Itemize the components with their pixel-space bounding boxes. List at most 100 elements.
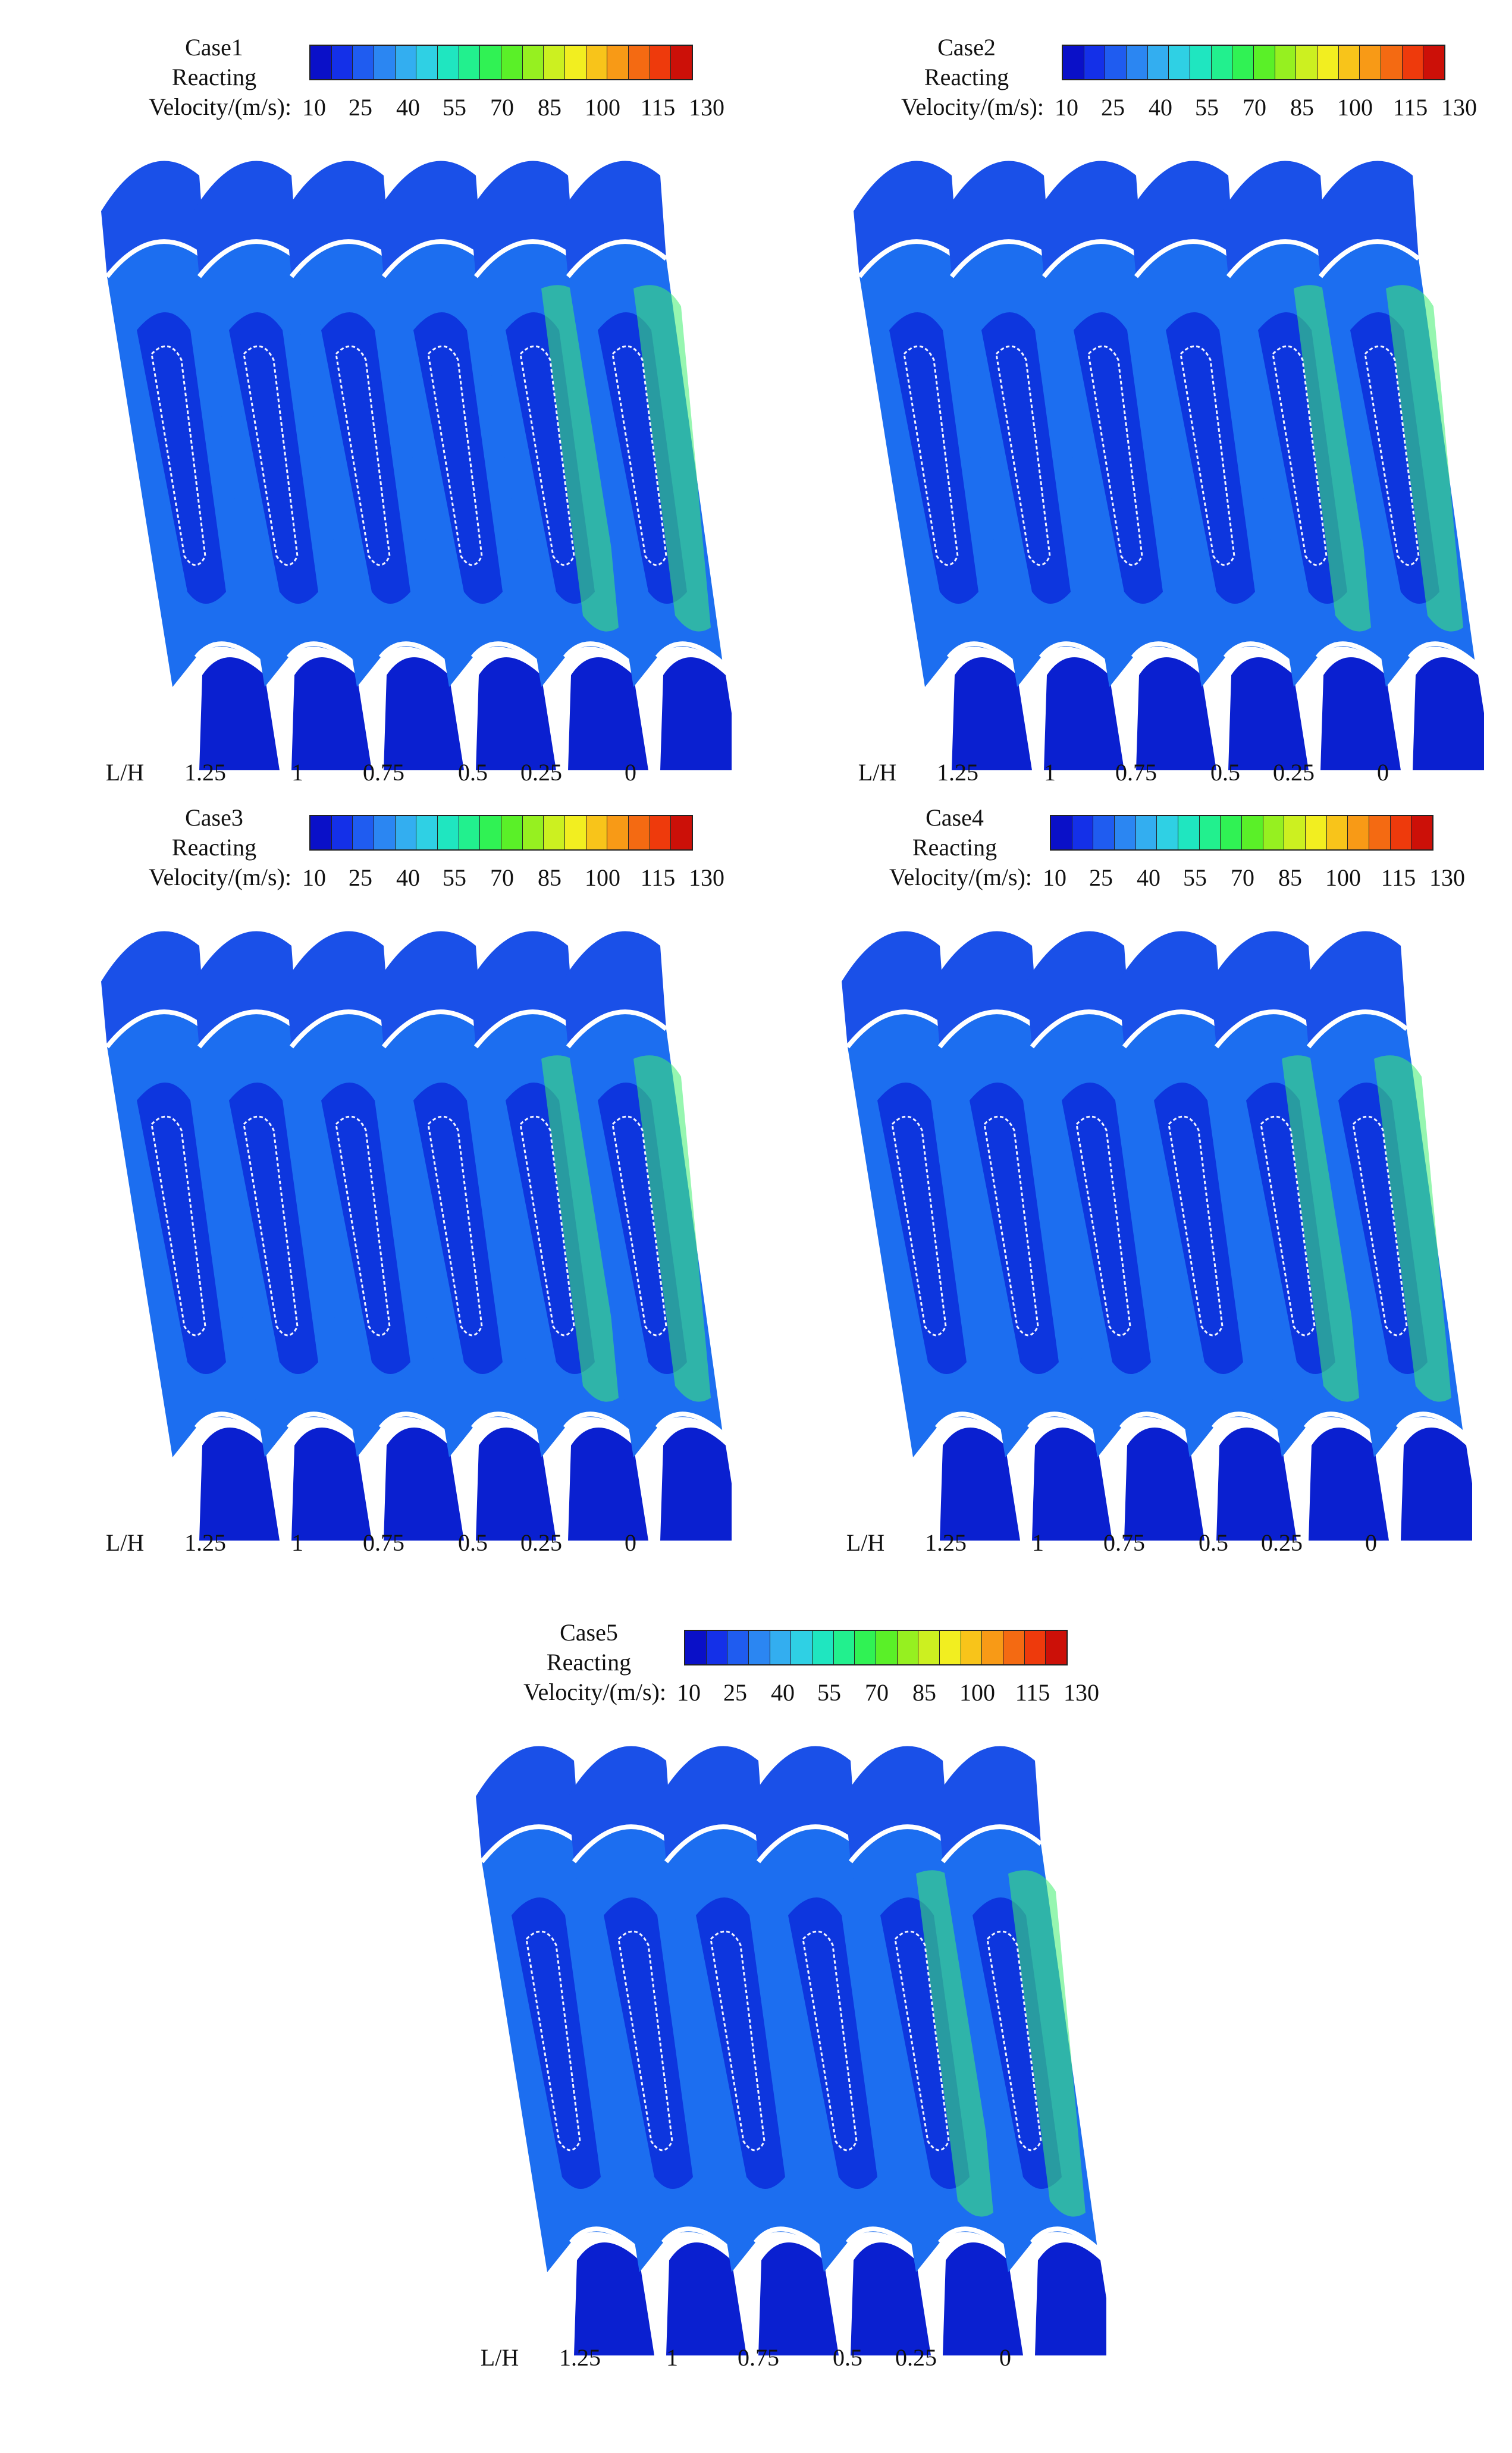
lower-flame-arc <box>1119 1411 1188 1436</box>
slice-5 <box>1210 931 1389 1541</box>
recirculation-contour <box>1087 345 1143 566</box>
colorbar-segment <box>1402 46 1424 79</box>
upper-flame-arc <box>664 1824 766 1864</box>
colorbar-segment <box>522 46 544 79</box>
lh-value-label: 1 <box>1032 1529 1044 1556</box>
lh-axis-label: L/H <box>858 759 897 786</box>
lh-axis-row: L/H 1.25 1 0.75 0.5 0.25 0 <box>818 1529 1472 1558</box>
slice-lower-region <box>666 2242 746 2355</box>
lh-axis-row: L/H 1.25 1 0.75 0.5 0.25 0 <box>77 1529 732 1558</box>
slice-upper-dome <box>470 931 574 1047</box>
upper-flame-arc <box>381 239 484 278</box>
lh-value-label: 0.25 <box>520 1529 562 1556</box>
colorbar-segment <box>1072 816 1094 849</box>
upper-flame-arc <box>1134 239 1236 278</box>
recirculation-contour <box>427 1115 483 1337</box>
slice-upper-dome <box>1118 931 1222 1047</box>
colorbar-segment <box>1024 1631 1046 1664</box>
lh-value-label: 0 <box>1377 759 1389 786</box>
slice-2 <box>193 931 372 1541</box>
colorbar-tick-label: 85 <box>538 864 561 891</box>
colorbar-tick-label: 55 <box>443 864 466 891</box>
reacting-label: Reacting <box>912 834 997 861</box>
lh-value-label: 1.25 <box>925 1529 967 1556</box>
lower-flame-arc <box>378 641 448 666</box>
slice-lower-region <box>943 2242 1023 2355</box>
case1-panel: Case1 Reacting Velocity/(m/s): 10 25 40 55 7… <box>77 33 732 800</box>
colorbar-segment <box>416 816 438 849</box>
upper-flame-arc <box>1030 1009 1132 1049</box>
recirculation-contour <box>150 1115 206 1337</box>
slice-upper-dome <box>1038 161 1142 277</box>
slice-6 <box>937 1746 1106 2355</box>
slice-lower-region <box>1124 1428 1204 1541</box>
colorbar-segment <box>1063 46 1084 79</box>
lower-flame-arc <box>1030 2226 1099 2251</box>
slice-upper-dome <box>660 1746 764 1862</box>
slice-core <box>604 1897 693 2189</box>
colorbar-tick-label: 10 <box>302 94 326 121</box>
lower-flame-arc <box>934 1411 1004 1436</box>
colorbar-tick-label: 10 <box>677 1679 701 1706</box>
lh-value-label: 0.5 <box>1199 1529 1228 1556</box>
slice-upper-dome <box>1222 161 1326 277</box>
velocity-contour-slices <box>842 931 1472 1541</box>
slice-core <box>981 312 1071 604</box>
slice-upper-dome <box>476 1746 580 1862</box>
colorbar-segment <box>353 816 375 849</box>
slice-core <box>1166 312 1255 604</box>
colorbar-tick-label: 25 <box>349 94 372 121</box>
lh-value-label: 0.75 <box>363 1529 404 1556</box>
lower-flame-arc <box>1027 1411 1096 1436</box>
upper-flame-arc <box>197 239 299 278</box>
recirculation-contour <box>243 345 299 566</box>
velocity-colorbar <box>1062 45 1445 80</box>
colorbar-tick-label: 70 <box>490 864 514 891</box>
slice-4 <box>1118 931 1297 1541</box>
slice-upper-dome <box>946 161 1050 277</box>
lh-axis-row: L/H 1.25 1 0.75 0.5 0.25 0 <box>830 758 1484 788</box>
colorbar-segment <box>501 816 523 849</box>
colorbar-tick-label: 115 <box>640 94 676 121</box>
upper-flame-arc <box>381 1009 484 1049</box>
colorbar-tick-label: 25 <box>349 864 372 891</box>
slice-lower-region <box>568 1428 648 1541</box>
slice-high-velocity <box>541 1055 619 1402</box>
upper-flame-arc <box>857 239 959 278</box>
colorbar-tick-label: 70 <box>865 1679 889 1706</box>
lh-value-label: 1.25 <box>937 759 978 786</box>
colorbar-tick-label: 85 <box>1278 864 1302 891</box>
colorbar-tick-label: 70 <box>1243 94 1266 121</box>
lh-value-label: 0.25 <box>895 2344 937 2371</box>
lower-flame-arc <box>1303 1411 1373 1436</box>
slice-2 <box>946 161 1124 770</box>
slice-6 <box>562 931 732 1541</box>
colorbar-segment <box>1348 816 1370 849</box>
lower-flame-arc <box>1211 1411 1281 1436</box>
slice-lower-region <box>291 657 372 770</box>
colorbar-segment <box>1046 1631 1067 1664</box>
velocity-colorbar <box>684 1630 1068 1665</box>
case-title: Case3 <box>185 804 243 831</box>
velocity-contour-slices <box>854 161 1484 770</box>
slice-lower-region <box>291 1428 372 1541</box>
recirculation-contour <box>611 1115 667 1337</box>
slice-lower-region <box>1136 657 1216 770</box>
colorbar-tick-label: 40 <box>396 864 420 891</box>
slice-high-velocity <box>1282 1055 1359 1402</box>
lower-flame-arc <box>470 641 540 666</box>
lh-value-label: 0.75 <box>1115 759 1157 786</box>
slice-lower-region <box>574 2242 654 2355</box>
slice-1 <box>854 161 1032 770</box>
slice-upper-dome <box>752 1746 857 1862</box>
slice-4 <box>378 931 556 1541</box>
colorbar-segment <box>1105 46 1127 79</box>
lh-axis-label: L/H <box>846 1529 885 1556</box>
upper-flame-arc <box>1122 1009 1224 1049</box>
colorbar-segment <box>1135 816 1157 849</box>
colorbar-segment <box>671 46 692 79</box>
colorbar-tick-label: 115 <box>1392 94 1428 121</box>
recirculation-contour <box>1075 1115 1131 1337</box>
velocity-colorbar <box>309 815 693 851</box>
lh-value-label: 1 <box>1044 759 1056 786</box>
